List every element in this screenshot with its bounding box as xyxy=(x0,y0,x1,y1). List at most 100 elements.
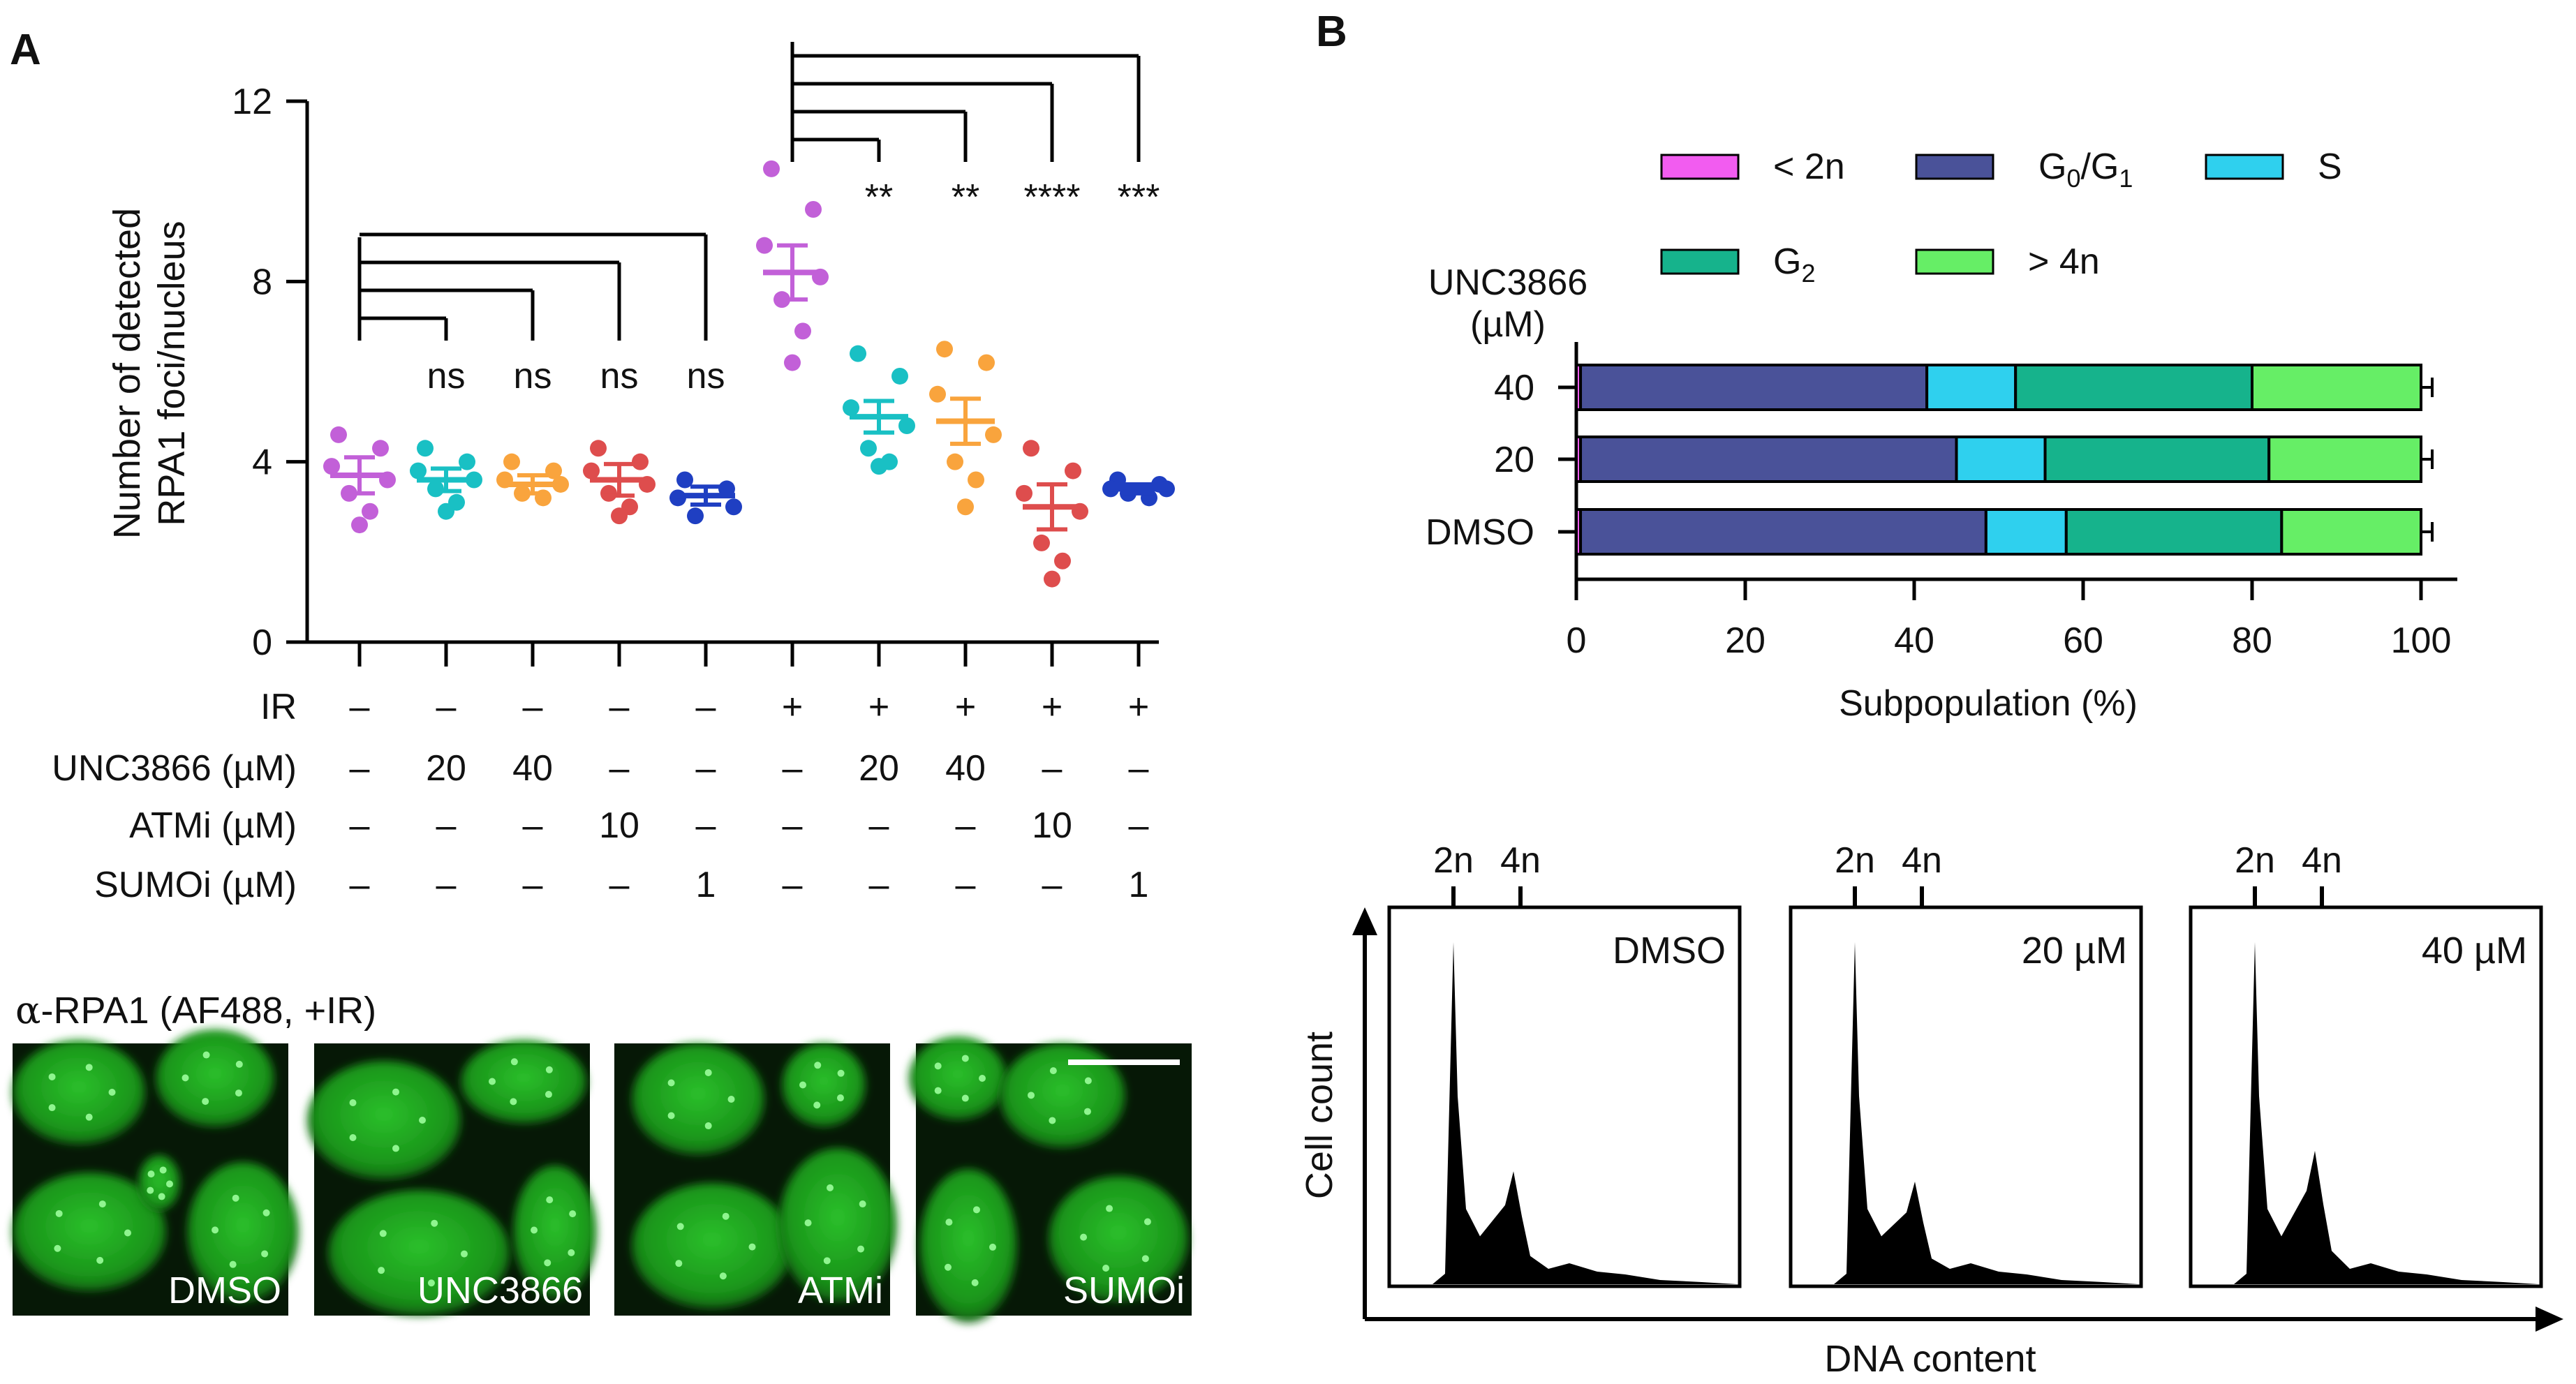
focus-dot xyxy=(961,1055,969,1062)
nucleus xyxy=(1049,1176,1188,1302)
nucleus xyxy=(156,1029,274,1127)
focus-dot xyxy=(159,1166,167,1174)
micrograph-label: SUMOi xyxy=(1063,1270,1185,1311)
nucleus xyxy=(632,1043,764,1155)
bar-segment xyxy=(2014,364,2253,411)
data-point xyxy=(1023,440,1039,457)
focus-dot xyxy=(202,1051,210,1059)
y-axis-label-line1: Number of detected xyxy=(106,208,148,539)
b-x-axis-label: Subpopulation (%) xyxy=(1839,683,2138,724)
focus-dot xyxy=(569,1210,577,1218)
histogram-area xyxy=(2234,942,2538,1284)
condition-group-5 xyxy=(669,471,742,525)
condition-cell: – xyxy=(1129,748,1149,789)
focus-dot xyxy=(813,1101,821,1109)
nucleus xyxy=(909,1036,1007,1120)
condition-cell: – xyxy=(436,805,457,846)
data-point xyxy=(850,345,866,362)
bar-segment xyxy=(1579,364,1929,411)
data-point xyxy=(891,367,908,385)
data-point xyxy=(1044,570,1060,588)
focus-dot xyxy=(85,1113,93,1121)
nucleus xyxy=(919,1169,1017,1323)
bar-row: DMSO xyxy=(1426,508,2434,556)
data-point xyxy=(756,237,773,254)
condition-cell: – xyxy=(609,687,630,727)
micrograph-atmi: ATMi xyxy=(614,1043,897,1316)
b-y-title-line1: UNC3866 xyxy=(1428,262,1587,303)
focus-dot xyxy=(961,1094,969,1102)
condition-cell: + xyxy=(955,687,976,727)
hist-x-label: DNA content xyxy=(1824,1338,2036,1380)
focus-dot xyxy=(262,1209,270,1216)
condition-group-1 xyxy=(323,426,396,534)
focus-dot xyxy=(54,1244,61,1252)
condition-row-label: UNC3866 (µM) xyxy=(52,748,297,789)
bar-row-label: DMSO xyxy=(1426,512,1534,553)
data-point xyxy=(438,503,454,520)
subpopulation-bar-chart: UNC3866 (µM) 40 20 DMSO 0 20 40 60 80 100 Subpo… xyxy=(1426,262,2457,724)
micrograph-label: DMSO xyxy=(168,1270,281,1311)
focus-dot xyxy=(235,1060,243,1068)
data-point xyxy=(1033,534,1050,551)
legend-swatch-g0g1 xyxy=(1915,154,1994,180)
condition-cell: – xyxy=(350,748,370,789)
nucleus xyxy=(632,1183,792,1309)
focus-dot xyxy=(545,1091,552,1099)
focus-dot xyxy=(667,1079,675,1087)
legend-label-g0g1: G0/G1 xyxy=(2038,147,2133,193)
data-point xyxy=(985,426,1002,443)
marker-2n-label: 2n xyxy=(1835,840,1875,881)
nucleus xyxy=(1000,1043,1125,1148)
nucleus xyxy=(187,1162,299,1302)
bar-row-label: 20 xyxy=(1494,440,1534,480)
condition-group-2 xyxy=(410,440,482,520)
significance-label: *** xyxy=(1118,177,1160,218)
condition-cell: – xyxy=(783,748,803,789)
condition-cell: 20 xyxy=(426,748,466,789)
focus-dot xyxy=(1083,1108,1091,1115)
nucleus xyxy=(307,1061,461,1180)
focus-dot xyxy=(392,1088,399,1096)
significance-brackets: ns ns ns ns** ** **** *** xyxy=(357,42,1160,396)
data-point xyxy=(417,440,434,457)
focus-dot xyxy=(55,1210,63,1217)
condition-cell: + xyxy=(782,687,803,727)
focus-dot xyxy=(147,1170,155,1178)
condition-group-7 xyxy=(843,345,915,475)
marker-2n-label: 2n xyxy=(2235,840,2275,881)
nucleus xyxy=(13,1040,145,1145)
condition-group-3 xyxy=(496,453,569,507)
condition-cell: 40 xyxy=(945,748,986,789)
condition-group-9 xyxy=(1016,440,1088,588)
y-tick-label: 4 xyxy=(252,442,272,483)
data-point xyxy=(1065,462,1081,479)
bar-row: 40 xyxy=(1494,364,2434,411)
data-point xyxy=(583,462,600,479)
nucleus xyxy=(461,1040,586,1124)
micrograph-strip: DMSO UNC3866 ATMi SUMOi xyxy=(13,1029,1192,1323)
histogram-area xyxy=(1834,942,2138,1284)
panel-label-b: B xyxy=(1316,8,1347,56)
micrograph-unc3866: UNC3866 xyxy=(307,1040,597,1316)
data-point xyxy=(929,385,946,403)
condition-cell: – xyxy=(696,748,716,789)
condition-cell: 1 xyxy=(1129,865,1149,905)
bar-row: 20 xyxy=(1494,436,2434,483)
focus-dot xyxy=(531,1226,538,1234)
nucleus xyxy=(782,1043,866,1127)
data-point xyxy=(362,503,378,520)
bar-segment xyxy=(1579,436,1958,483)
data-point xyxy=(947,453,963,470)
histogram-area xyxy=(1433,942,1737,1284)
condition-cell: – xyxy=(956,865,976,905)
condition-cell: – xyxy=(1042,865,1063,905)
focus-dot xyxy=(1080,1233,1088,1241)
condition-cell: 10 xyxy=(599,805,639,846)
condition-cell: – xyxy=(609,865,630,905)
legend-swatch-s xyxy=(2205,154,2284,180)
histogram-label: 40 µM xyxy=(2422,930,2527,972)
focus-dot xyxy=(857,1245,865,1253)
condition-cell: – xyxy=(1129,805,1149,846)
data-point xyxy=(632,453,649,470)
